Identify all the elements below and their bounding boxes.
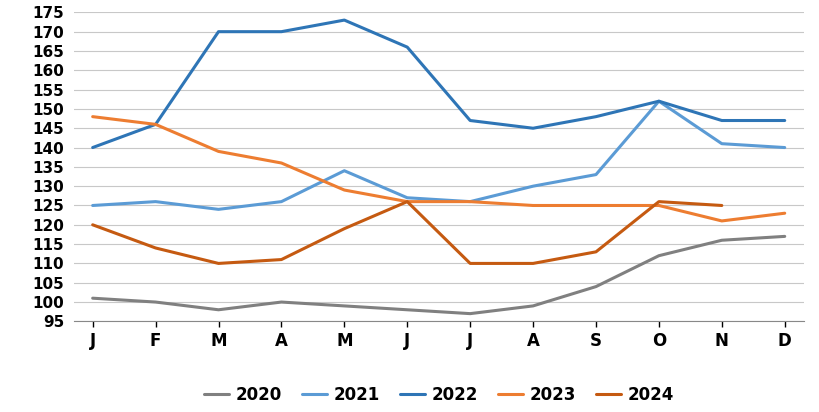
2022 (464, 118, 474, 123)
2021 (88, 203, 97, 208)
2024 (527, 261, 537, 266)
2024 (213, 261, 223, 266)
2021 (590, 172, 600, 177)
2020 (276, 300, 286, 304)
2024 (276, 257, 286, 262)
2020 (464, 311, 474, 316)
Line: 2020: 2020 (93, 236, 784, 314)
2022 (779, 118, 789, 123)
2024 (339, 226, 349, 231)
Line: 2023: 2023 (93, 117, 784, 221)
2024 (654, 199, 663, 204)
2020 (527, 303, 537, 308)
2022 (590, 114, 600, 119)
2021 (716, 141, 726, 146)
2024 (88, 222, 97, 227)
2023 (88, 114, 97, 119)
2023 (527, 203, 537, 208)
2020 (88, 296, 97, 301)
2024 (590, 249, 600, 254)
2023 (339, 187, 349, 192)
2022 (339, 18, 349, 23)
2023 (151, 122, 161, 127)
2021 (527, 184, 537, 189)
2024 (716, 203, 726, 208)
2022 (276, 29, 286, 34)
Line: 2022: 2022 (93, 20, 784, 147)
2021 (779, 145, 789, 150)
2021 (654, 99, 663, 104)
2022 (654, 99, 663, 104)
2020 (779, 234, 789, 239)
2020 (590, 284, 600, 289)
2023 (779, 211, 789, 216)
2022 (402, 44, 412, 49)
2022 (527, 126, 537, 131)
2021 (151, 199, 161, 204)
2024 (464, 261, 474, 266)
2023 (716, 218, 726, 223)
2024 (402, 199, 412, 204)
Line: 2021: 2021 (93, 101, 784, 209)
2022 (716, 118, 726, 123)
2023 (654, 203, 663, 208)
2021 (213, 207, 223, 212)
2020 (151, 300, 161, 304)
2023 (276, 161, 286, 166)
2024 (151, 246, 161, 250)
2023 (213, 149, 223, 154)
2020 (402, 307, 412, 312)
2020 (654, 253, 663, 258)
Line: 2024: 2024 (93, 201, 721, 263)
2023 (402, 199, 412, 204)
2022 (88, 145, 97, 150)
Legend: 2020, 2021, 2022, 2023, 2024: 2020, 2021, 2022, 2023, 2024 (197, 379, 680, 410)
2022 (213, 29, 223, 34)
2023 (590, 203, 600, 208)
2021 (402, 195, 412, 200)
2020 (339, 303, 349, 308)
2020 (716, 238, 726, 243)
2022 (151, 122, 161, 127)
2021 (464, 199, 474, 204)
2021 (339, 168, 349, 173)
2020 (213, 307, 223, 312)
2021 (276, 199, 286, 204)
2023 (464, 199, 474, 204)
